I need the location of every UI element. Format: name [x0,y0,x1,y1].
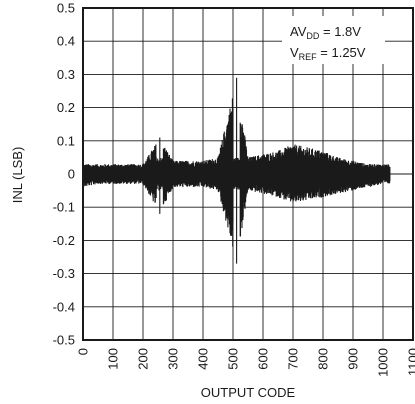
y-axis-title: INL (LSB) [10,147,25,204]
y-tick-label: -0.2 [53,233,75,248]
x-tick-labels: 0 100 200 300 400 500 600 700 800 900 1000 1100 [76,348,415,377]
inl-trace [82,77,391,264]
x-tick-label: 500 [226,348,241,370]
y-tick-label: -0.4 [53,299,75,314]
plot-frame [82,7,414,341]
inl-trace-path [82,77,391,264]
x-tick-label: 1100 [406,348,415,376]
y-tick-label: 0.5 [57,1,75,16]
annotation-avdd: AVDD = 1.8V [290,24,361,41]
annotation-box [282,16,385,64]
y-tick-label: 0.2 [57,100,75,115]
x-tick-label: 200 [136,348,151,370]
x-tick-label: 300 [166,348,181,370]
y-tick-labels: 0.5 0.4 0.3 0.2 0.1 0 -0.1 -0.2 -0.3 -0.4 -0.5 [53,1,75,348]
x-tick-label: 800 [316,348,331,370]
y-tick-label: 0 [68,167,75,182]
x-tick-label: 400 [196,348,211,370]
x-tick-label: 100 [106,348,121,370]
y-tick-label: -0.1 [53,200,75,215]
annotation-vref: VREF = 1.25V [290,45,366,62]
x-tick-label: 900 [346,348,361,370]
y-tick-label: 0.4 [57,34,75,49]
y-tick-label: -0.3 [53,266,75,281]
y-tick-label: 0.3 [57,67,75,82]
y-tick-label: -0.5 [53,333,75,348]
y-tick-label: 0.1 [57,133,75,148]
x-tick-label: 600 [256,348,271,370]
x-tick-label: 700 [286,348,301,370]
x-axis-title: OUTPUT CODE [201,385,296,400]
x-tick-label: 0 [76,348,91,355]
x-tick-label: 1000 [376,348,391,377]
